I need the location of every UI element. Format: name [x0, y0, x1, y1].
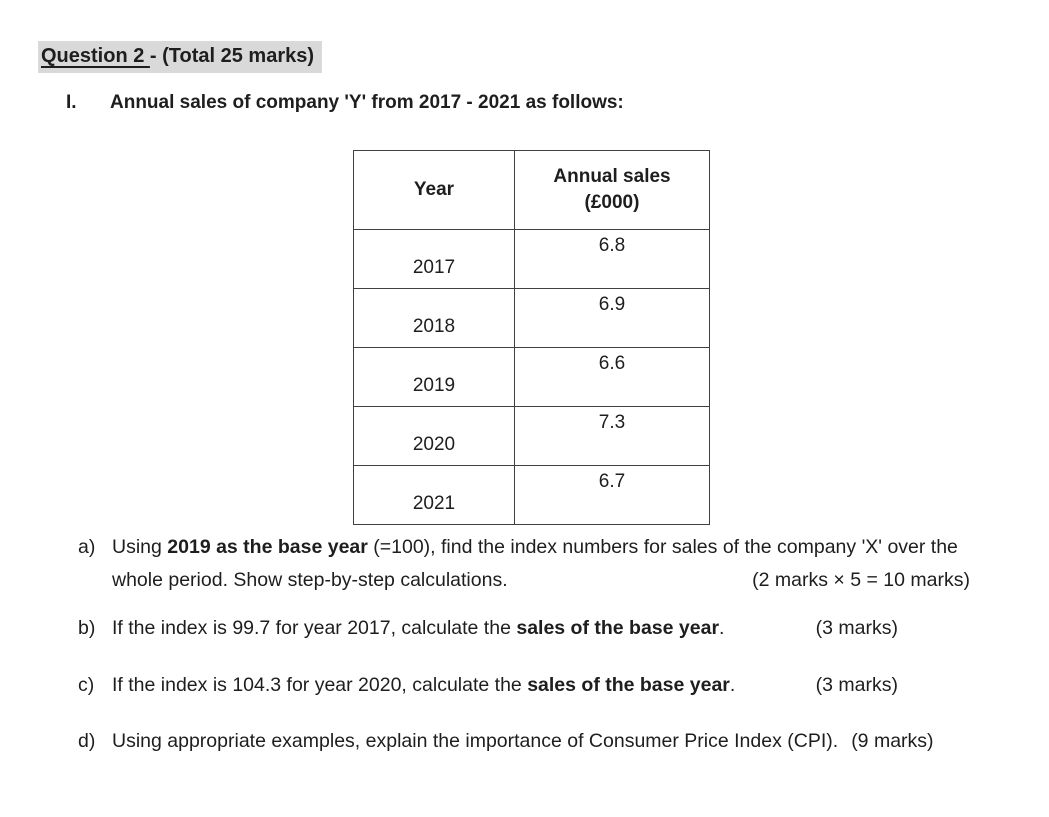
question-c-pre: If the index is 104.3 for year 2020, cal…	[112, 674, 528, 696]
table-row: 2017 6.8	[353, 229, 710, 289]
question-b-line: If the index is 99.7 for year 2017, calc…	[112, 612, 898, 645]
question-c-post: .	[729, 674, 736, 696]
question-c-marks: (3 marks)	[815, 674, 898, 696]
question-d-marks: (9 marks)	[851, 730, 934, 752]
question-a-marks: (2 marks × 5 = 10 marks)	[752, 569, 970, 591]
question-c-bold: sales of the base year	[527, 674, 730, 696]
question-b-pre: If the index is 99.7 for year 2017, calc…	[112, 617, 517, 639]
year-cell: 2018	[353, 288, 515, 348]
table-header-year: Year	[353, 150, 515, 230]
question-c-body: If the index is 104.3 for year 2020, cal…	[112, 669, 898, 702]
sales-cell: 6.7	[514, 465, 710, 525]
question-a-line1-pre: Using	[112, 536, 168, 558]
question-a-line2: whole period. Show step-by-step calculat…	[112, 564, 970, 597]
question-d-line: Using appropriate examples, explain the …	[112, 725, 934, 758]
question-a-line1-bold: 2019 as the base year	[167, 536, 368, 558]
year-cell: 2021	[353, 465, 515, 525]
question-a-line1: Using 2019 as the base year (=100), find…	[112, 531, 970, 564]
question-c-label: c)	[78, 674, 95, 696]
question-d-body: Using appropriate examples, explain the …	[112, 725, 934, 758]
question-intro: I. Annual sales of company 'Y' from 2017 …	[66, 92, 624, 114]
table-row: 2020 7.3	[353, 406, 710, 466]
annual-sales-table: Year Annual sales (£000) 2017 6.8 2018 6…	[353, 150, 710, 525]
table-row: 2019 6.6	[353, 347, 710, 407]
year-cell: 2017	[353, 229, 515, 289]
question-d-label: d)	[78, 730, 96, 752]
question-c-text: If the index is 104.3 for year 2020, cal…	[112, 669, 735, 702]
page-title: Question 2 - (Total 25 marks)	[38, 41, 323, 73]
sales-cell: 6.6	[514, 347, 710, 407]
year-cell: 2020	[353, 406, 515, 466]
question-b-body: If the index is 99.7 for year 2017, calc…	[112, 612, 898, 645]
table-header-annual-sales: Annual sales (£000)	[514, 150, 710, 230]
intro-text: Annual sales of company 'Y' from 2017 - …	[110, 92, 624, 113]
table-header-row: Year Annual sales (£000)	[353, 150, 710, 230]
question-a-body: Using 2019 as the base year (=100), find…	[112, 531, 970, 597]
table-row: 2021 6.7	[353, 465, 710, 525]
year-cell: 2019	[353, 347, 515, 407]
question-b-marks: (3 marks)	[815, 617, 898, 639]
question-d-text: Using appropriate examples, explain the …	[112, 730, 839, 752]
intro-numeral: I.	[66, 92, 77, 113]
question-b-post: .	[719, 617, 725, 639]
sales-cell: 7.3	[514, 406, 710, 466]
question-b-label: b)	[78, 617, 96, 639]
sales-cell: 6.9	[514, 288, 710, 348]
sales-cell: 6.8	[514, 229, 710, 289]
question-c-line: If the index is 104.3 for year 2020, cal…	[112, 669, 898, 702]
question-b-bold: sales of the base year	[516, 617, 720, 639]
question-b-text: If the index is 99.7 for year 2017, calc…	[112, 612, 724, 645]
question-a-line2-text: whole period. Show step-by-step calculat…	[112, 569, 508, 591]
page-title-rest: - (Total 25 marks)	[149, 45, 315, 67]
question-a-line1-post: (=100), find the index numbers for sales…	[367, 536, 958, 558]
page-title-underlined: Question 2	[41, 45, 150, 67]
question-a-label: a)	[78, 536, 96, 558]
table-row: 2018 6.9	[353, 288, 710, 348]
